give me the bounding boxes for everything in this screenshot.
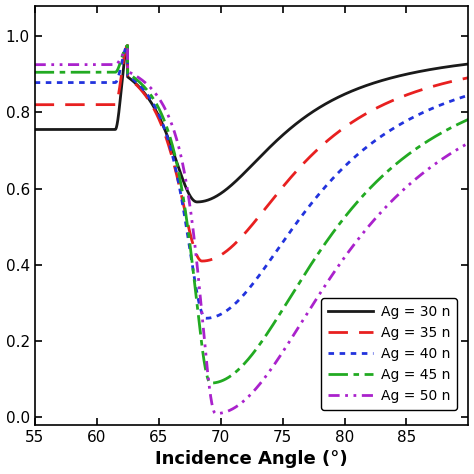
Legend: Ag = 30 n, Ag = 35 n, Ag = 40 n, Ag = 45 n, Ag = 50 n: Ag = 30 n, Ag = 35 n, Ag = 40 n, Ag = 45… bbox=[321, 298, 457, 410]
X-axis label: Incidence Angle (°): Incidence Angle (°) bbox=[155, 450, 348, 468]
